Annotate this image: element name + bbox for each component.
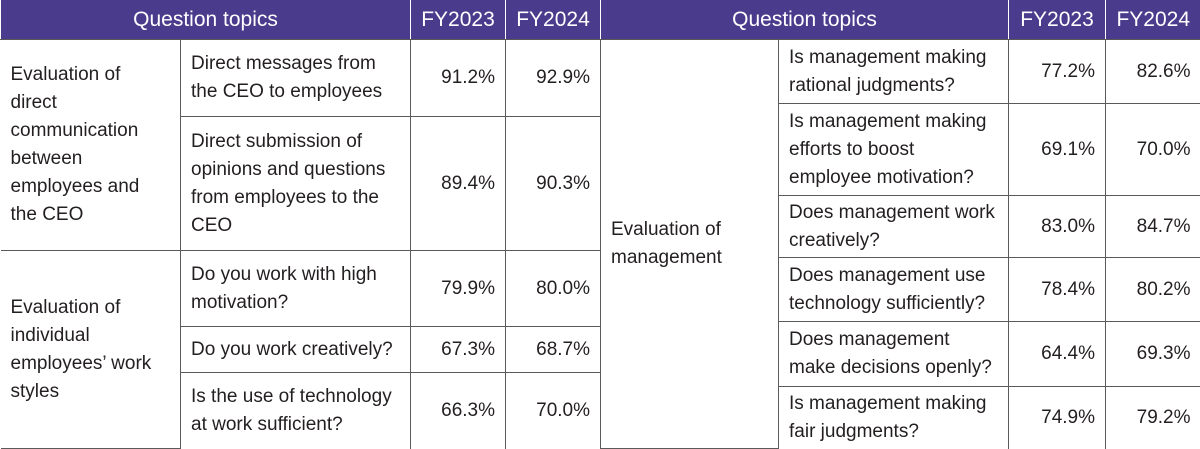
fy2023-value: 89.4%: [410, 116, 506, 251]
fy2023-value: 78.4%: [1008, 257, 1106, 322]
table-row: Evaluation of management Is management m…: [600, 39, 1200, 449]
header-fy2024: FY2024: [1105, 0, 1200, 40]
fy2024-value: 69.3%: [1105, 321, 1200, 387]
question-cell: Direct submission of opinions and questi…: [180, 116, 411, 251]
header-question-topics: Question topics: [600, 0, 1009, 40]
category-cell: Evaluation of individual employees’ work…: [0, 250, 181, 449]
fy2024-value: 80.2%: [1105, 257, 1200, 322]
fy2023-value: 74.9%: [1008, 386, 1106, 449]
question-cell: Does management use technology sufficien…: [778, 257, 1009, 322]
table-row: Does management work creatively? 83.0% 8…: [601, 195, 1200, 258]
fy2023-value: 66.3%: [410, 372, 506, 449]
question-cell: Is the use of technology at work suffici…: [180, 372, 411, 449]
table-row: Is the use of technology at work suffici…: [1, 372, 601, 449]
fy2023-value: 83.0%: [1008, 195, 1106, 258]
table-row: Direct submission of opinions and questi…: [1, 116, 601, 251]
table-row: Evaluation of direct communication betwe…: [0, 39, 601, 251]
question-cell: Is management making rational judgments?: [778, 39, 1009, 104]
table-row: Does management use technology sufficien…: [601, 257, 1200, 322]
fy2023-value: 79.9%: [410, 250, 506, 327]
fy2024-value: 82.6%: [1105, 39, 1200, 104]
fy2023-value: 64.4%: [1008, 321, 1106, 387]
header-fy2023: FY2023: [410, 0, 506, 40]
table-row: Is management making fair judgments? 74.…: [601, 386, 1200, 449]
fy2024-value: 84.7%: [1105, 195, 1200, 258]
table-row: Do you work creatively? 67.3% 68.7%: [1, 326, 601, 373]
header-fy2023: FY2023: [1008, 0, 1106, 40]
table-row: Evaluation of individual employees’ work…: [0, 250, 601, 449]
fy2024-value: 80.0%: [505, 250, 601, 327]
header-row: Question topics FY2023 FY2024: [0, 0, 601, 40]
fy2024-value: 70.0%: [505, 372, 601, 449]
category-cell: Evaluation of direct communication betwe…: [0, 39, 181, 251]
header-fy2024: FY2024: [505, 0, 601, 40]
fy2024-value: 70.0%: [1105, 103, 1200, 196]
question-cell: Do you work with high motivation?: [180, 250, 411, 327]
fy2024-value: 79.2%: [1105, 386, 1200, 449]
left-survey-table: Question topics FY2023 FY2024 Evaluation…: [0, 0, 601, 449]
fy2023-value: 67.3%: [410, 326, 506, 373]
fy2024-value: 92.9%: [505, 39, 601, 117]
header-question-topics: Question topics: [0, 0, 411, 40]
question-cell: Is management making fair judgments?: [778, 386, 1009, 449]
fy2024-value: 90.3%: [505, 116, 601, 251]
question-cell: Direct messages from the CEO to employee…: [180, 39, 411, 117]
question-cell: Is management making efforts to boost em…: [778, 103, 1009, 196]
fy2023-value: 77.2%: [1008, 39, 1106, 104]
question-cell: Do you work creatively?: [180, 326, 411, 373]
fy2024-value: 68.7%: [505, 326, 601, 373]
category-cell: Evaluation of management: [600, 39, 779, 449]
fy2023-value: 91.2%: [410, 39, 506, 117]
question-cell: Does management make decisions openly?: [778, 321, 1009, 387]
question-cell: Does management work creatively?: [778, 195, 1009, 258]
header-row: Question topics FY2023 FY2024: [600, 0, 1200, 40]
right-survey-table: Question topics FY2023 FY2024 Evaluation…: [600, 0, 1200, 449]
fy2023-value: 69.1%: [1008, 103, 1106, 196]
